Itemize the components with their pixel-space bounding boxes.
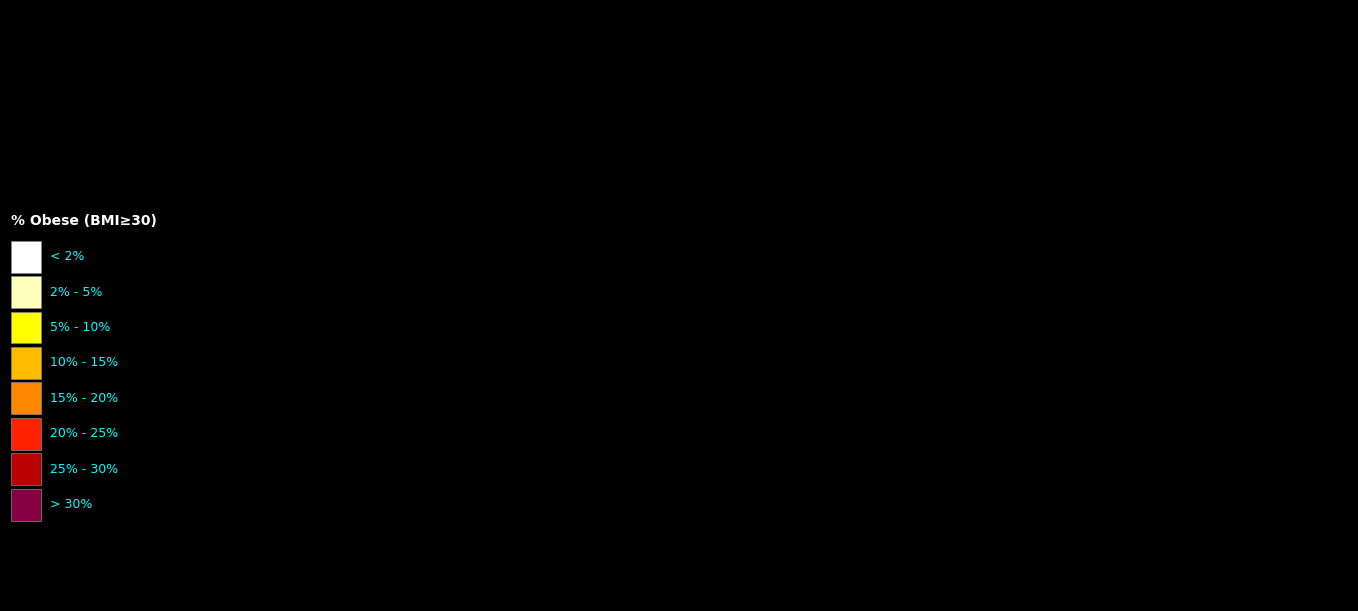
- Text: 10% - 15%: 10% - 15%: [50, 356, 118, 370]
- Bar: [11, 241, 41, 273]
- Bar: [11, 312, 41, 343]
- Text: > 30%: > 30%: [50, 498, 92, 511]
- Text: 5% - 10%: 5% - 10%: [50, 321, 110, 334]
- Bar: [11, 347, 41, 379]
- Text: % Obese (BMI≥30): % Obese (BMI≥30): [11, 214, 156, 229]
- Text: 15% - 20%: 15% - 20%: [50, 392, 118, 405]
- Text: 25% - 30%: 25% - 30%: [50, 463, 118, 476]
- Bar: [11, 489, 41, 521]
- Bar: [11, 276, 41, 308]
- Bar: [11, 418, 41, 450]
- Text: < 2%: < 2%: [50, 250, 84, 263]
- Bar: [11, 382, 41, 414]
- Text: 20% - 25%: 20% - 25%: [50, 427, 118, 441]
- Bar: [11, 453, 41, 485]
- Text: 2% - 5%: 2% - 5%: [50, 285, 103, 299]
